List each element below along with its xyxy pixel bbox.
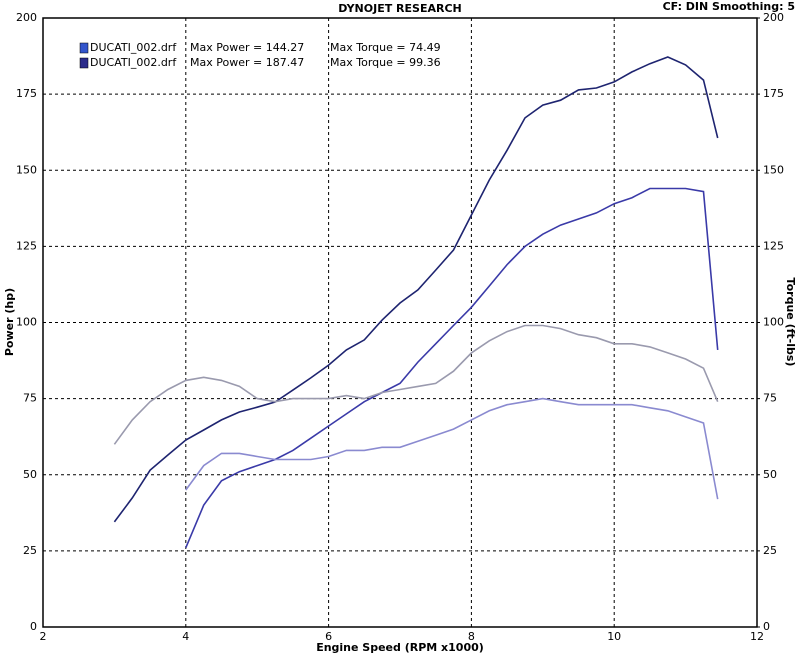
y-tick-label: 150 bbox=[16, 163, 37, 176]
x-axis-label: Engine Speed (RPM x1000) bbox=[316, 641, 484, 654]
y2-tick-label: 25 bbox=[763, 544, 777, 557]
y2-tick-label: 200 bbox=[763, 11, 784, 24]
x-tick-label: 6 bbox=[325, 630, 332, 643]
y2-tick-label: 0 bbox=[763, 620, 770, 633]
x-tick-label: 10 bbox=[607, 630, 621, 643]
y2-tick-label: 175 bbox=[763, 87, 784, 100]
legend-swatch bbox=[79, 42, 89, 54]
legend-torque: Max Torque = 74.49 bbox=[330, 41, 441, 54]
legend-file: DUCATI_002.drf bbox=[90, 41, 177, 54]
series-line bbox=[113, 324, 719, 445]
legend-power: Max Power = 144.27 bbox=[190, 41, 304, 54]
x-tick-label: 4 bbox=[182, 630, 189, 643]
x-tick-label: 2 bbox=[40, 630, 47, 643]
y-tick-label: 75 bbox=[23, 392, 37, 405]
y2-tick-label: 125 bbox=[763, 239, 784, 252]
y2-tick-label: 75 bbox=[763, 392, 777, 405]
x-tick-label: 12 bbox=[750, 630, 764, 643]
y-tick-label: 125 bbox=[16, 239, 37, 252]
y-axis-label: Power (hp) bbox=[3, 288, 16, 356]
y2-tick-label: 100 bbox=[763, 316, 784, 329]
chart-title: DYNOJET RESEARCH bbox=[338, 2, 461, 15]
x-tick-label: 8 bbox=[468, 630, 475, 643]
y2-axis-label: Torque (ft-lbs) bbox=[784, 278, 797, 367]
legend-swatch bbox=[79, 57, 89, 69]
legend-torque: Max Torque = 99.36 bbox=[330, 56, 441, 69]
series-line bbox=[185, 397, 719, 500]
y2-tick-label: 150 bbox=[763, 163, 784, 176]
series-line bbox=[113, 56, 719, 523]
y-tick-label: 0 bbox=[30, 620, 37, 633]
y-tick-label: 100 bbox=[16, 316, 37, 329]
legend-file: DUCATI_002.drf bbox=[90, 56, 177, 69]
y2-tick-label: 50 bbox=[763, 468, 777, 481]
y-tick-label: 25 bbox=[23, 544, 37, 557]
y-tick-label: 175 bbox=[16, 87, 37, 100]
y-tick-label: 200 bbox=[16, 11, 37, 24]
chart-subtitle: CF: DIN Smoothing: 5 bbox=[663, 0, 795, 13]
y-tick-label: 50 bbox=[23, 468, 37, 481]
legend-power: Max Power = 187.47 bbox=[190, 56, 304, 69]
